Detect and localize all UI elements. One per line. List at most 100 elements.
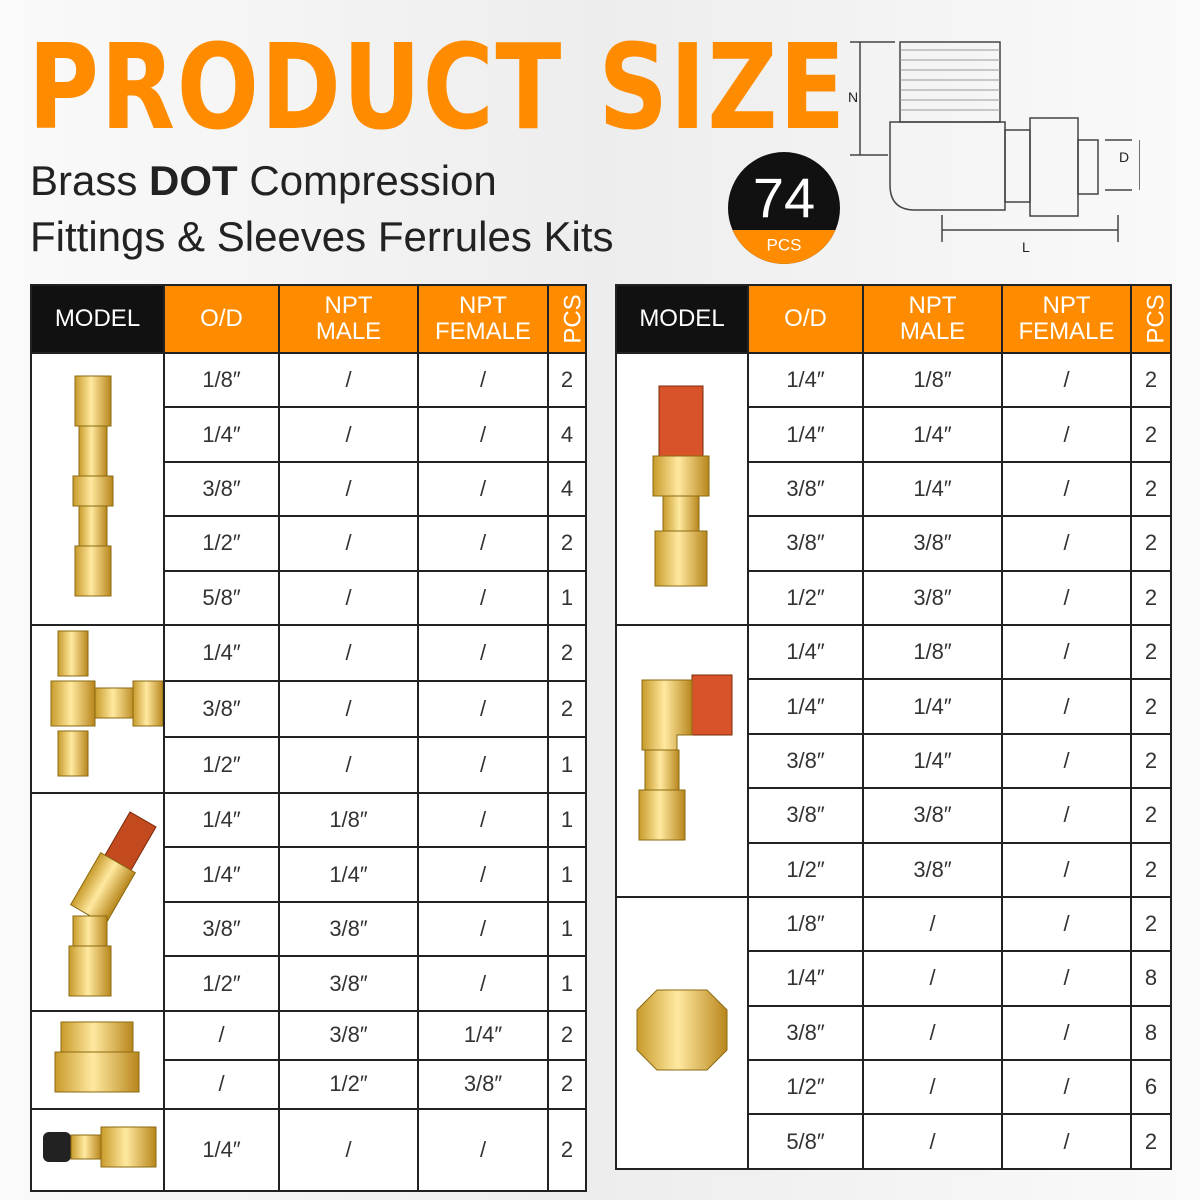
tube xyxy=(1077,139,1099,195)
fitting-image xyxy=(636,989,728,1071)
cell: 3/8″ xyxy=(862,787,1003,844)
cell: 2 xyxy=(547,623,587,682)
cell: 4 xyxy=(547,406,587,463)
cell: / xyxy=(278,623,419,682)
cell: / xyxy=(417,460,549,518)
cell: 1/4″ xyxy=(862,406,1003,463)
column-header: NPT FEMALE xyxy=(1001,284,1132,354)
diagram: N D L xyxy=(848,41,1140,255)
header-text: NPT xyxy=(1042,292,1091,319)
cell: / xyxy=(417,955,549,1012)
cell: 4 xyxy=(547,460,587,518)
row: 1/2″ //6 xyxy=(616,1059,1172,1116)
row: 3/8″ 1/4″/2 xyxy=(616,460,1172,518)
cell: / xyxy=(417,791,549,849)
row: 1/4″ 1/8″/2 xyxy=(615,623,1172,898)
header-row: MODEL O/D NPT MALE NPT FEMALE PCS xyxy=(30,284,587,354)
cell: 2 xyxy=(547,515,587,572)
header-text: NPT xyxy=(908,292,957,319)
size-table: MODEL O/D NPT MALE NPT FEMALE PCS 1/4″ 1/8″/2 1/4… xyxy=(615,284,1172,1170)
cell: / xyxy=(163,1058,280,1110)
cell: / xyxy=(862,1113,1003,1170)
cell: 2 xyxy=(1130,732,1172,790)
cell: 1/4″ xyxy=(747,351,864,409)
cell: 3/8″ xyxy=(747,515,864,572)
cell: / xyxy=(862,950,1003,1007)
row: 1/4″ //4 xyxy=(31,406,587,463)
column-header: NPT MALE xyxy=(862,284,1003,354)
header-text: PCS xyxy=(1142,294,1170,344)
row: 3/8″ 1/4″/2 xyxy=(616,732,1172,790)
cell: 8 xyxy=(1130,1004,1172,1062)
cell: / xyxy=(862,1059,1003,1116)
header-text: MODEL xyxy=(54,305,141,332)
row: 1/2″ 3/8″/2 xyxy=(616,569,1172,626)
cell: 1/8″ xyxy=(862,623,1003,681)
row: 1/2″ //2 xyxy=(31,515,587,572)
cell: 3/8″ xyxy=(163,679,280,738)
dim-label: L xyxy=(1022,239,1030,255)
row: 1/4″ //2 xyxy=(30,1107,587,1192)
subtitle: Fittings & Sleeves Ferrules Kits xyxy=(30,213,614,260)
cell: / xyxy=(278,406,419,463)
cell: 3/8″ xyxy=(747,460,864,518)
row: 1/4″ 1/8″/1 xyxy=(30,791,587,1012)
cell: 1/4″ xyxy=(417,1009,549,1061)
cell: 6 xyxy=(1130,1059,1172,1116)
size-table: MODEL O/D NPT MALE NPT FEMALE PCS 1/8″ //2 1/4″ / /… xyxy=(30,284,587,1192)
row: 3/8″ //2 xyxy=(31,679,587,738)
row: 1/4″ 1/4″/2 xyxy=(616,406,1172,463)
cell: / xyxy=(278,679,419,738)
dim-label: D xyxy=(1119,149,1129,165)
cell: / xyxy=(278,735,419,794)
cell: / xyxy=(1001,1113,1132,1170)
cell: 1/4″ xyxy=(163,623,280,682)
row: 1/8″ //2 xyxy=(615,895,1172,1170)
cell: 1 xyxy=(547,791,587,849)
cell: / xyxy=(1001,1059,1132,1116)
cell: 1/8″ xyxy=(747,895,864,953)
model-image xyxy=(30,623,165,794)
cell: 1 xyxy=(547,846,587,903)
cell: 1 xyxy=(547,900,587,958)
row: /3/8″ 1/4″ 2 xyxy=(30,1009,587,1110)
cell: 1/2″ xyxy=(747,569,864,626)
dim-d xyxy=(1105,139,1140,191)
header-text: PCS xyxy=(559,294,586,344)
row: 1/2″ //1 xyxy=(31,735,587,794)
cell: 1/2″ xyxy=(163,955,280,1012)
cell: 2 xyxy=(1130,678,1172,735)
column-header: MODEL xyxy=(30,284,165,354)
cell: 1 xyxy=(547,735,587,794)
model-image xyxy=(30,1107,165,1192)
row: 1/4″ 1/4″/1 xyxy=(31,846,587,903)
cell: 2 xyxy=(547,1107,587,1192)
row: 3/8″ 3/8″/2 xyxy=(616,515,1172,572)
header-text: MALE xyxy=(315,318,382,345)
cell: / xyxy=(1001,732,1132,790)
title: PRODUCT SIZE xyxy=(28,18,847,156)
cell: 1/4″ xyxy=(862,460,1003,518)
nut xyxy=(1029,117,1079,217)
cell: / xyxy=(1001,515,1132,572)
column-header: O/D xyxy=(747,284,864,354)
cell: / xyxy=(417,515,549,572)
cell: 1/2″ xyxy=(747,1059,864,1116)
model-image xyxy=(615,895,749,1170)
cell: 2 xyxy=(547,679,587,738)
cell: 2 xyxy=(1130,569,1172,626)
cell: / xyxy=(278,460,419,518)
cell: / xyxy=(1001,623,1132,681)
cell: 1/4″ xyxy=(862,678,1003,735)
cell: 1/4″ xyxy=(747,678,864,735)
column-header: O/D xyxy=(163,284,280,354)
row: 3/8″ //4 xyxy=(31,460,587,518)
cell: 3/8″ xyxy=(163,460,280,518)
cell: 3/8″ xyxy=(747,1004,864,1062)
cell: 1/4″ xyxy=(163,791,280,849)
row: 3/8″ 3/8″/1 xyxy=(31,900,587,958)
cell: 3/8″ xyxy=(278,900,419,958)
subtitle: Brass DOT Compression xyxy=(30,157,497,205)
fitting-image xyxy=(72,375,113,597)
row: 5/8″ //1 xyxy=(31,569,587,626)
